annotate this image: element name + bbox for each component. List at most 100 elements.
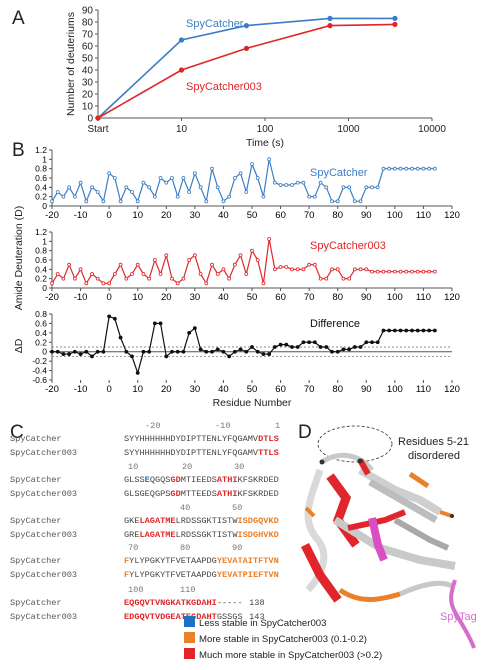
data-point	[267, 237, 272, 241]
y-tick-label-a: 40	[82, 66, 94, 77]
data-point	[284, 183, 289, 187]
sequence-segment: QGQS	[150, 475, 171, 485]
data-point	[347, 185, 352, 190]
y-tick-label-a: 20	[82, 90, 94, 101]
y-tick-label: 0.2	[35, 192, 47, 202]
data-point	[324, 276, 329, 281]
data-point	[284, 265, 289, 269]
sequence-row-name: SpyCatcher	[10, 475, 62, 485]
residue-number: 20	[182, 462, 192, 472]
data-point	[170, 349, 174, 354]
data-point	[130, 272, 134, 276]
data-point	[301, 180, 306, 185]
data-point	[198, 347, 203, 352]
sequence-row-text: SYYHHHHHHDYDIPTTENLYFQGAMVTTLS	[124, 448, 279, 458]
data-point	[278, 265, 283, 269]
sequence-segment: ISDGQVKD	[237, 516, 278, 526]
data-point	[255, 349, 260, 354]
data-point	[55, 190, 60, 194]
sequence-row-text: GRELAGATMELRDSSGKTISTWISDGHVKD	[124, 530, 279, 540]
data-point	[347, 347, 352, 352]
data-point	[290, 345, 294, 349]
x-tick-label: 50	[247, 292, 258, 303]
series-label: SpyCatcher	[310, 167, 368, 179]
x-tick-label-a: 10	[176, 124, 188, 135]
x-tick-label-a: 100	[257, 124, 274, 135]
data-point	[415, 328, 420, 333]
data-point	[78, 267, 83, 272]
data-point	[381, 269, 386, 274]
data-point	[427, 328, 432, 333]
data-point	[307, 340, 312, 345]
x-tick-label: 70	[304, 384, 315, 395]
data-point	[204, 281, 209, 286]
x-tick-label: 90	[361, 292, 372, 303]
data-point	[175, 194, 180, 199]
difference-chart: -0.6-0.4-0.200.20.40.60.8-20 -10 0 10 20 30 40…	[13, 309, 460, 409]
data-point	[290, 267, 294, 272]
data-point	[158, 321, 163, 326]
y-tick-label-a: 70	[82, 30, 94, 41]
data-point	[101, 281, 106, 286]
sequence-row-text: GKELAGATMELRDSSGKTISTWISDGQVKD	[124, 516, 279, 526]
x-tick-label: 120	[444, 210, 460, 221]
x-tick-label: 20	[161, 210, 172, 221]
data-point	[215, 347, 220, 352]
sequence-segment: YEVATPIEFTVN	[217, 570, 279, 580]
data-point	[215, 185, 220, 190]
data-point	[84, 349, 89, 354]
sequence-row-text: GLSSEQGQSGDMTIEEDSATHIKFSKRDED	[124, 475, 279, 485]
data-point	[410, 166, 414, 171]
data-point	[227, 354, 232, 359]
sequence-segment: LAGATME	[139, 516, 175, 526]
data-point	[50, 199, 54, 204]
data-point	[90, 354, 94, 359]
data-point	[164, 180, 169, 185]
sequence-end-number: 138	[249, 598, 264, 608]
data-point	[130, 354, 134, 359]
data-point	[244, 272, 249, 276]
data-point	[147, 185, 152, 190]
x-tick-label: -20	[45, 210, 59, 221]
disordered-region-outline	[317, 425, 393, 463]
data-point	[192, 171, 197, 176]
y-tick-label: 0.8	[35, 164, 47, 174]
data-point	[415, 166, 420, 171]
data-point	[170, 276, 174, 281]
x-tick-label: 120	[444, 384, 460, 395]
y-tick-label: -0.4	[32, 366, 47, 376]
data-point	[341, 347, 346, 352]
data-point	[392, 166, 397, 171]
data-point	[318, 180, 323, 185]
data-point	[221, 349, 226, 354]
x-tick-label: 100	[387, 384, 403, 395]
sequence-segment: GKE	[124, 516, 139, 526]
residue-number: 90	[232, 543, 242, 553]
data-point	[84, 199, 89, 204]
x-tick-label: 20	[161, 292, 172, 303]
residue-number: 110	[180, 585, 195, 595]
x-tick-label: 30	[190, 292, 201, 303]
data-point	[327, 15, 333, 21]
y-axis-label-a: Number of deuteriums	[65, 12, 77, 116]
x-tick-label-a: 10000	[418, 124, 446, 135]
data-point	[421, 166, 426, 171]
x-axis-label-a: Time (s)	[246, 137, 284, 149]
data-point	[278, 342, 283, 347]
data-point	[152, 321, 157, 326]
disordered-label-2: disordered	[408, 450, 460, 462]
data-point	[227, 194, 232, 199]
data-point	[290, 183, 294, 187]
data-point	[204, 199, 209, 204]
protein-structure: Residues 5-21 disordered SpyTag	[300, 425, 477, 649]
legend-swatch	[184, 648, 195, 659]
data-point	[181, 176, 186, 180]
sequence-segment: GRE	[124, 530, 139, 540]
x-tick-label: 90	[361, 384, 372, 395]
data-point	[324, 185, 329, 190]
data-point	[404, 328, 409, 333]
panel-letter-d: D	[298, 422, 312, 443]
data-point	[335, 349, 340, 354]
sequence-segment: ATHI	[217, 475, 238, 485]
